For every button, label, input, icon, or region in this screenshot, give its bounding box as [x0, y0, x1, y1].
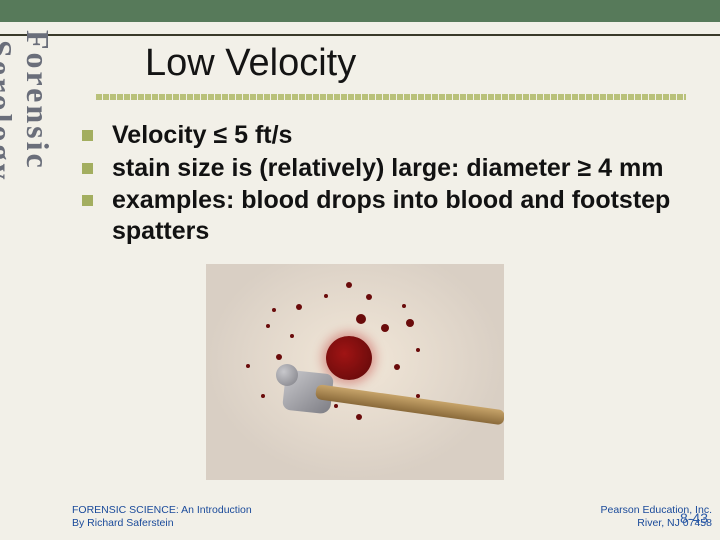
vertical-word-2: Serology [0, 40, 19, 183]
bullet-item: Velocity ≤ 5 ft/s [78, 120, 718, 151]
slide-title: Low Velocity [145, 42, 356, 85]
page-number: 8-43 [680, 510, 708, 526]
top-color-bar [0, 0, 720, 22]
vertical-section-label: Forensic Serology [16, 30, 56, 183]
horizontal-rule [0, 34, 720, 36]
vertical-word-1: Forensic [19, 30, 56, 183]
bullet-item: stain size is (relatively) large: diamet… [78, 153, 718, 184]
footer-left: FORENSIC SCIENCE: An Introduction By Ric… [72, 504, 252, 530]
central-blood-stain [326, 336, 372, 380]
bullet-list: Velocity ≤ 5 ft/s stain size is (relativ… [78, 120, 718, 248]
footer-left-line1: FORENSIC SCIENCE: An Introduction [72, 504, 252, 517]
blood-spatter-image [206, 264, 504, 480]
footer: FORENSIC SCIENCE: An Introduction By Ric… [72, 504, 712, 530]
slide: Forensic Serology Low Velocity Velocity … [0, 0, 720, 540]
hammer-ball-peen [276, 364, 298, 386]
title-underline [96, 94, 686, 100]
bullet-item: examples: blood drops into blood and foo… [78, 185, 718, 246]
footer-left-line2: By Richard Saferstein [72, 517, 252, 530]
